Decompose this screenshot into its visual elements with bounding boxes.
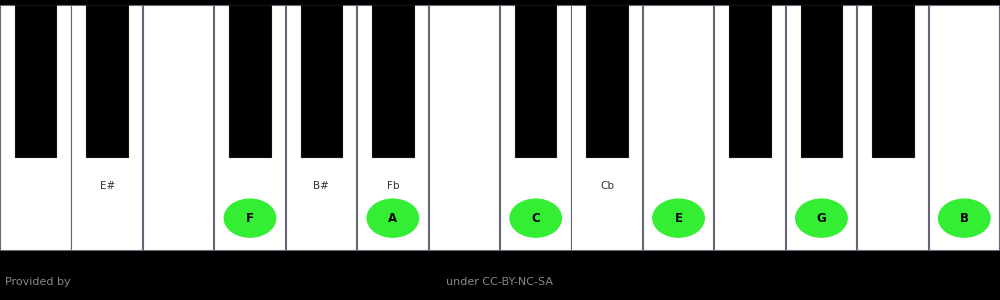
Bar [929,5,999,250]
Bar [86,5,128,157]
Bar [786,5,856,250]
Ellipse shape [796,199,847,237]
Bar [372,5,414,157]
Bar [571,5,642,250]
Bar [857,5,928,250]
Bar [729,5,771,157]
Text: A: A [388,212,397,225]
Text: B#: B# [313,182,329,191]
Bar [500,5,571,250]
Text: G: G [817,212,826,225]
Text: E#: E# [100,182,115,191]
Text: Provided by: Provided by [5,277,71,287]
Bar [286,5,356,250]
Bar [801,5,842,157]
Ellipse shape [939,199,990,237]
Bar [586,5,628,157]
Bar [15,5,56,157]
Bar [71,5,142,250]
Bar [0,5,71,250]
Ellipse shape [510,199,561,237]
Text: E: E [675,212,683,225]
Bar [515,5,556,157]
Ellipse shape [367,199,419,237]
Bar [229,5,271,157]
Ellipse shape [653,199,704,237]
Text: Fb: Fb [387,182,399,191]
Bar [357,5,428,250]
Text: B: B [960,212,969,225]
Text: under CC-BY-NC-SA: under CC-BY-NC-SA [446,277,554,287]
Ellipse shape [224,199,276,237]
Bar [872,5,914,157]
Bar [214,5,285,250]
Text: C: C [531,212,540,225]
Bar [143,5,213,250]
Bar [301,5,342,157]
Bar [714,5,785,250]
Text: F: F [246,212,254,225]
Bar [643,5,713,250]
Bar [429,5,499,250]
Text: Cb: Cb [600,182,614,191]
